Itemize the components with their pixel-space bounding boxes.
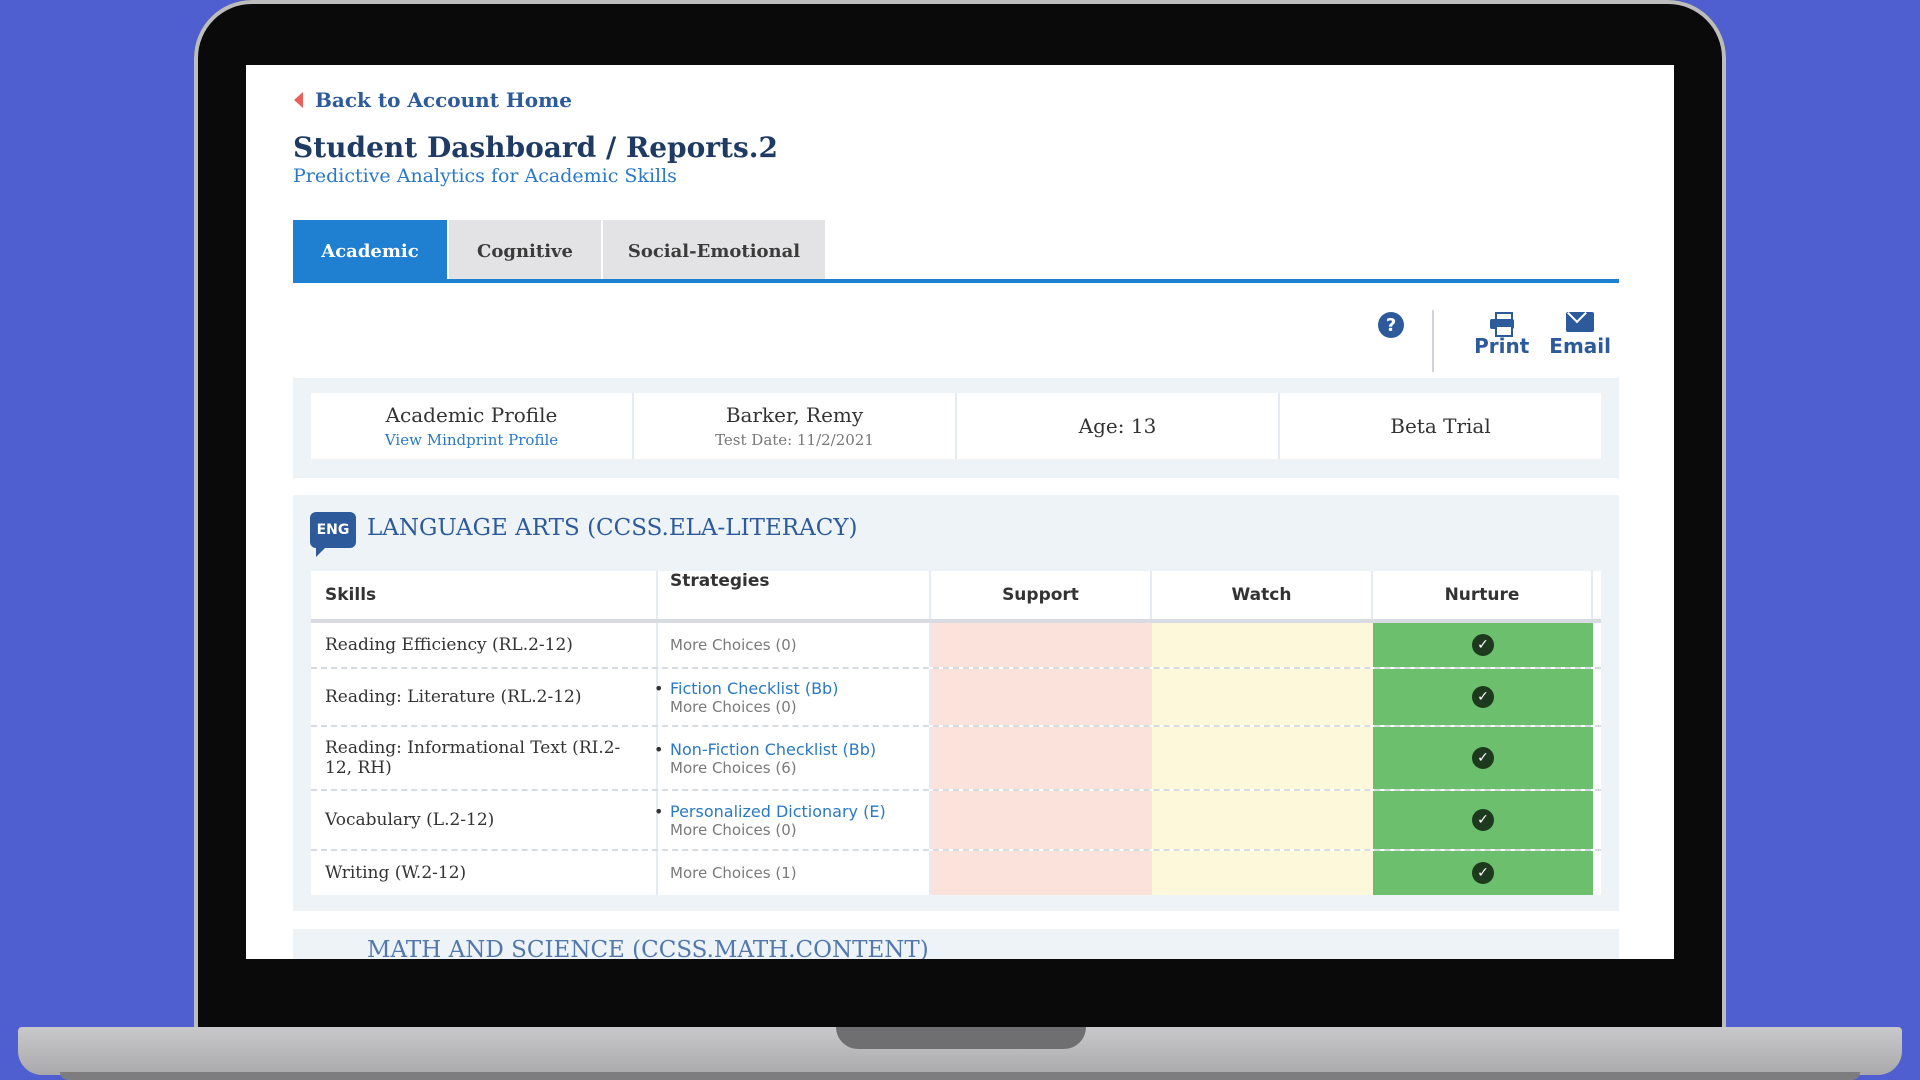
envelope-icon <box>1566 312 1595 332</box>
nurture-cell: ✓ <box>1373 727 1593 789</box>
more-choices-link[interactable]: More Choices (1) <box>670 864 797 882</box>
support-cell <box>931 727 1152 789</box>
age-cell: Age: 13 <box>957 393 1280 459</box>
laptop-base-shadow <box>60 1072 1860 1080</box>
skill-name: Writing (W.2-12) <box>311 851 658 895</box>
table-row: Reading Efficiency (RL.2-12) More Choice… <box>311 623 1601 669</box>
support-cell <box>931 791 1152 849</box>
support-cell <box>931 623 1152 667</box>
strategies-cell: Fiction Checklist (Bb) More Choices (0) <box>654 669 931 725</box>
skill-name: Reading: Literature (RL.2-12) <box>311 669 658 725</box>
tab-cognitive[interactable]: Cognitive <box>449 220 601 282</box>
strategy-link[interactable]: Fiction Checklist (Bb) <box>654 679 838 698</box>
email-button[interactable]: Email <box>1549 310 1611 358</box>
check-circle-icon: ✓ <box>1472 634 1494 656</box>
watch-cell <box>1152 727 1373 789</box>
watch-cell <box>1152 791 1373 849</box>
more-choices-link[interactable]: More Choices (0) <box>670 636 797 654</box>
nurture-cell: ✓ <box>1373 623 1593 667</box>
section-title: LANGUAGE ARTS (CCSS.ELA-LITERACY) <box>367 515 858 541</box>
strategies-cell: More Choices (1) <box>658 851 931 895</box>
watch-cell <box>1152 623 1373 667</box>
column-header: Skills <box>311 571 658 619</box>
tab-underline <box>293 279 1619 283</box>
table-row: Reading: Informational Text (RI.2-12, RH… <box>311 727 1601 791</box>
strategy-link[interactable]: Personalized Dictionary (E) <box>654 802 886 821</box>
program-cell: Beta Trial <box>1280 393 1601 459</box>
skill-name: Reading: Informational Text (RI.2-12, RH… <box>311 727 658 789</box>
tab-social-emotional[interactable]: Social-Emotional <box>603 220 825 282</box>
more-choices-link[interactable]: More Choices (0) <box>670 697 797 716</box>
math-science-section: MATH AND SCIENCE (CCSS.MATH.CONTENT) <box>293 929 1619 959</box>
test-date: Test Date: 11/2/2021 <box>715 431 874 449</box>
chevron-left-icon <box>294 92 303 108</box>
skill-name: Vocabulary (L.2-12) <box>311 791 658 849</box>
skill-name: Reading Efficiency (RL.2-12) <box>311 623 658 667</box>
table-row: Reading: Literature (RL.2-12) Fiction Ch… <box>311 669 1601 727</box>
toolbar-divider <box>1432 310 1435 372</box>
check-circle-icon: ✓ <box>1472 809 1494 831</box>
strategies-cell: More Choices (0) <box>658 623 931 667</box>
view-profile-link[interactable]: View Mindprint Profile <box>384 431 559 449</box>
column-header: Watch <box>1152 571 1373 619</box>
speech-bubble-icon: ENG <box>310 512 356 557</box>
app-screen: Back to Account Home Student Dashboard /… <box>246 65 1674 959</box>
column-header: Nurture <box>1373 571 1593 619</box>
tab-academic[interactable]: Academic <box>293 220 447 282</box>
nurture-cell: ✓ <box>1373 791 1593 849</box>
back-link-label: Back to Account Home <box>315 88 573 112</box>
column-header: Support <box>931 571 1152 619</box>
student-name: Barker, Remy <box>725 403 864 427</box>
check-circle-icon: ✓ <box>1472 686 1494 708</box>
nurture-cell: ✓ <box>1373 669 1593 725</box>
table-header: Skills Strategies Support Watch Nurture <box>311 571 1601 623</box>
report-toolbar: ? Print Email <box>1378 310 1617 372</box>
page-subtitle: Predictive Analytics for Academic Skills <box>293 165 677 187</box>
question-circle-icon[interactable]: ? <box>1378 312 1405 338</box>
table-row: Vocabulary (L.2-12) Personalized Diction… <box>311 791 1601 851</box>
student-age: Age: 13 <box>1078 414 1157 438</box>
tab-bar: Academic Cognitive Social-Emotional <box>293 220 825 282</box>
language-arts-section: ENG LANGUAGE ARTS (CCSS.ELA-LITERACY) Sk… <box>293 495 1619 911</box>
laptop-notch <box>836 1027 1086 1049</box>
strategies-cell: Personalized Dictionary (E) More Choices… <box>654 791 931 849</box>
section-title: MATH AND SCIENCE (CCSS.MATH.CONTENT) <box>367 937 929 959</box>
program-name: Beta Trial <box>1390 414 1491 438</box>
check-circle-icon: ✓ <box>1472 862 1494 884</box>
column-header: Strategies <box>658 571 931 619</box>
check-circle-icon: ✓ <box>1472 747 1494 769</box>
nurture-cell: ✓ <box>1373 851 1593 895</box>
watch-cell <box>1152 669 1373 725</box>
print-button[interactable]: Print <box>1474 310 1529 358</box>
watch-cell <box>1152 851 1373 895</box>
strategy-link[interactable]: Non-Fiction Checklist (Bb) <box>654 740 876 759</box>
profile-title: Academic Profile <box>385 403 558 427</box>
strategies-cell: Non-Fiction Checklist (Bb) More Choices … <box>654 727 931 789</box>
printer-icon <box>1489 312 1514 337</box>
print-label: Print <box>1474 334 1530 358</box>
skills-table: Skills Strategies Support Watch Nurture … <box>311 571 1601 895</box>
page-title: Student Dashboard / Reports.2 <box>293 131 778 164</box>
student-info-bar: Academic Profile View Mindprint Profile … <box>293 378 1619 478</box>
email-label: Email <box>1549 334 1611 358</box>
more-choices-link[interactable]: More Choices (0) <box>670 820 797 839</box>
back-link[interactable]: Back to Account Home <box>294 88 572 112</box>
support-cell <box>931 851 1152 895</box>
profile-cell: Academic Profile View Mindprint Profile <box>311 393 634 459</box>
more-choices-link[interactable]: More Choices (6) <box>670 758 797 777</box>
student-cell: Barker, Remy Test Date: 11/2/2021 <box>634 393 957 459</box>
support-cell <box>931 669 1152 725</box>
table-row: Writing (W.2-12) More Choices (1) ✓ <box>311 851 1601 895</box>
